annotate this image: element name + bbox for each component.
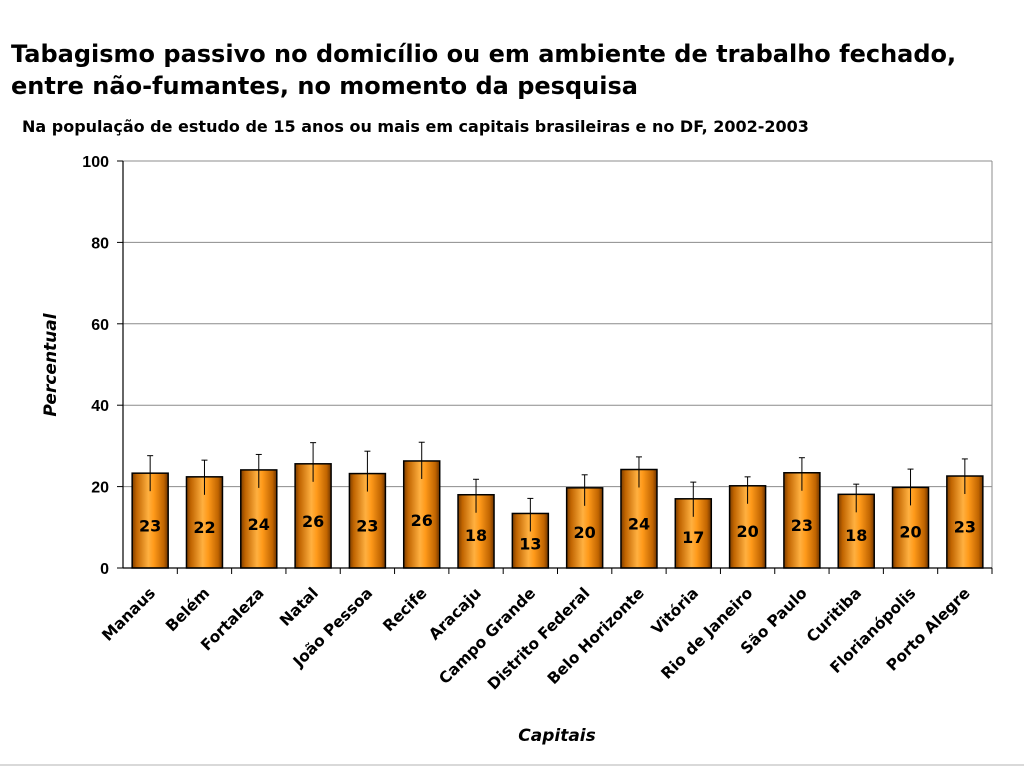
data-label: 18 xyxy=(845,526,867,545)
y-tick-label: 0 xyxy=(100,561,109,578)
x-tick-label: Belém xyxy=(162,584,213,635)
x-tick-label: Recife xyxy=(379,584,430,635)
x-tick-label: Belo Horizonte xyxy=(544,584,648,688)
x-tick-label: Manaus xyxy=(98,584,159,645)
y-tick-label: 20 xyxy=(91,480,109,497)
data-label: 17 xyxy=(682,528,704,547)
data-label: 22 xyxy=(193,518,215,537)
data-label: 26 xyxy=(411,511,433,530)
data-label: 24 xyxy=(248,515,270,534)
x-tick-label: Campo Grande xyxy=(436,584,540,688)
data-label: 23 xyxy=(954,518,976,537)
y-tick-label: 80 xyxy=(91,235,109,252)
x-tick-label: Natal xyxy=(276,584,322,630)
chart-subtitle: Na população de estudo de 15 anos ou mai… xyxy=(22,117,809,136)
x-tick-label: Rio de Janeiro xyxy=(658,584,757,683)
x-tick-label: Distrito Federal xyxy=(484,584,593,693)
data-label: 20 xyxy=(736,522,758,541)
data-label: 23 xyxy=(139,516,161,535)
bottom-divider xyxy=(0,764,1024,766)
data-label: 23 xyxy=(356,517,378,536)
y-tick-label: 60 xyxy=(91,317,109,334)
data-label: 20 xyxy=(574,523,596,542)
y-tick-label: 100 xyxy=(82,154,109,171)
y-tick-label: 40 xyxy=(91,398,109,415)
data-label: 20 xyxy=(899,523,921,542)
y-axis-title: Percentual xyxy=(41,312,61,416)
data-label: 18 xyxy=(465,526,487,545)
data-label: 24 xyxy=(628,515,650,534)
x-tick-label: Vitória xyxy=(648,584,702,638)
x-axis-title: Capitais xyxy=(518,726,596,746)
data-label: 23 xyxy=(791,516,813,535)
data-label: 26 xyxy=(302,512,324,531)
chart-title: Tabagismo passivo no domicílio ou em amb… xyxy=(11,40,957,100)
data-label: 13 xyxy=(519,534,541,553)
